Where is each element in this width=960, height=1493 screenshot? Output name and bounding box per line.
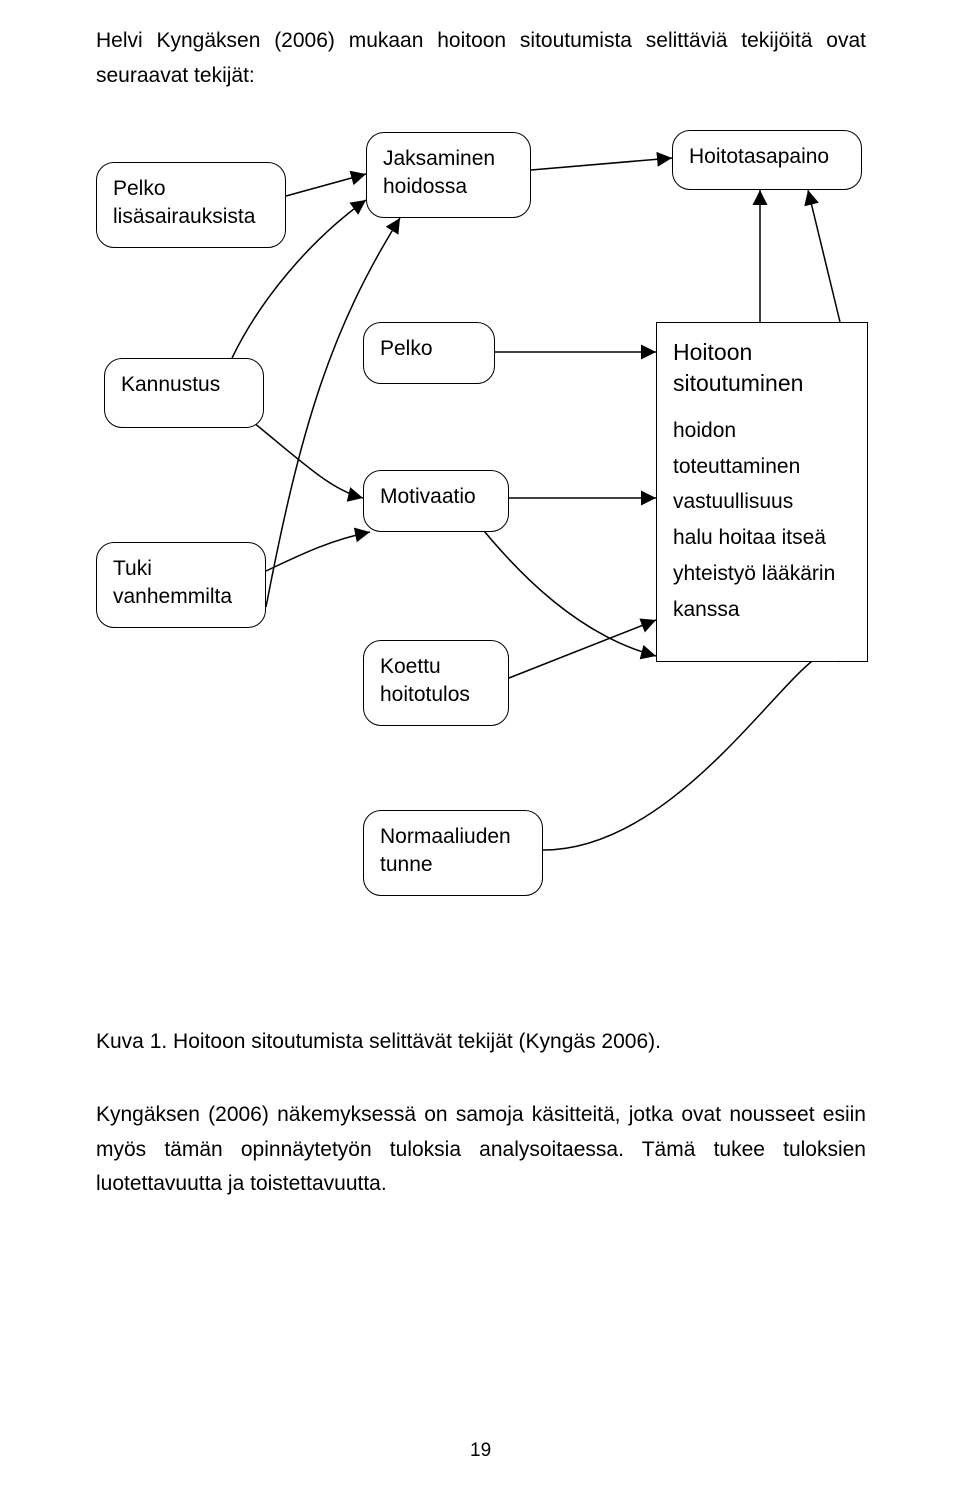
node-pelko: Pelko [363,322,495,384]
target-title: Hoitoonsitoutuminen [673,337,851,399]
intro-text: Helvi Kyngäksen (2006) mukaan hoitoon si… [96,24,866,93]
node-hoitotasapaino: Hoitotasapaino [672,130,862,190]
target-line-1: hoidon toteuttaminen [673,413,851,484]
body-paragraph: Kyngäksen (2006) näkemyksessä on samoja … [96,1098,866,1202]
node-pelko-lisasairauksista: Pelkolisäsairauksista [96,162,286,248]
node-tuki-vanhemmilta: Tukivanhemmilta [96,542,266,628]
node-kannustus: Kannustus [104,358,264,428]
target-line-4: yhteistyö lääkärin kanssa [673,556,851,627]
page: Helvi Kyngäksen (2006) mukaan hoitoon si… [0,0,960,1493]
node-normaaliuden-tunne: Normaaliudentunne [363,810,543,896]
target-line-3: halu hoitaa itseä [673,520,851,556]
node-jaksaminen-hoidossa: Jaksaminenhoidossa [366,132,531,218]
figure-caption: Kuva 1. Hoitoon sitoutumista selittävät … [96,1030,661,1054]
node-motivaatio: Motivaatio [363,470,509,532]
node-koettu-hoitotulos: Koettuhoitotulos [363,640,509,726]
node-hoitoon-sitoutuminen: Hoitoonsitoutuminen hoidon toteuttaminen… [656,322,868,662]
page-number: 19 [470,1440,491,1462]
target-line-2: vastuullisuus [673,484,851,520]
